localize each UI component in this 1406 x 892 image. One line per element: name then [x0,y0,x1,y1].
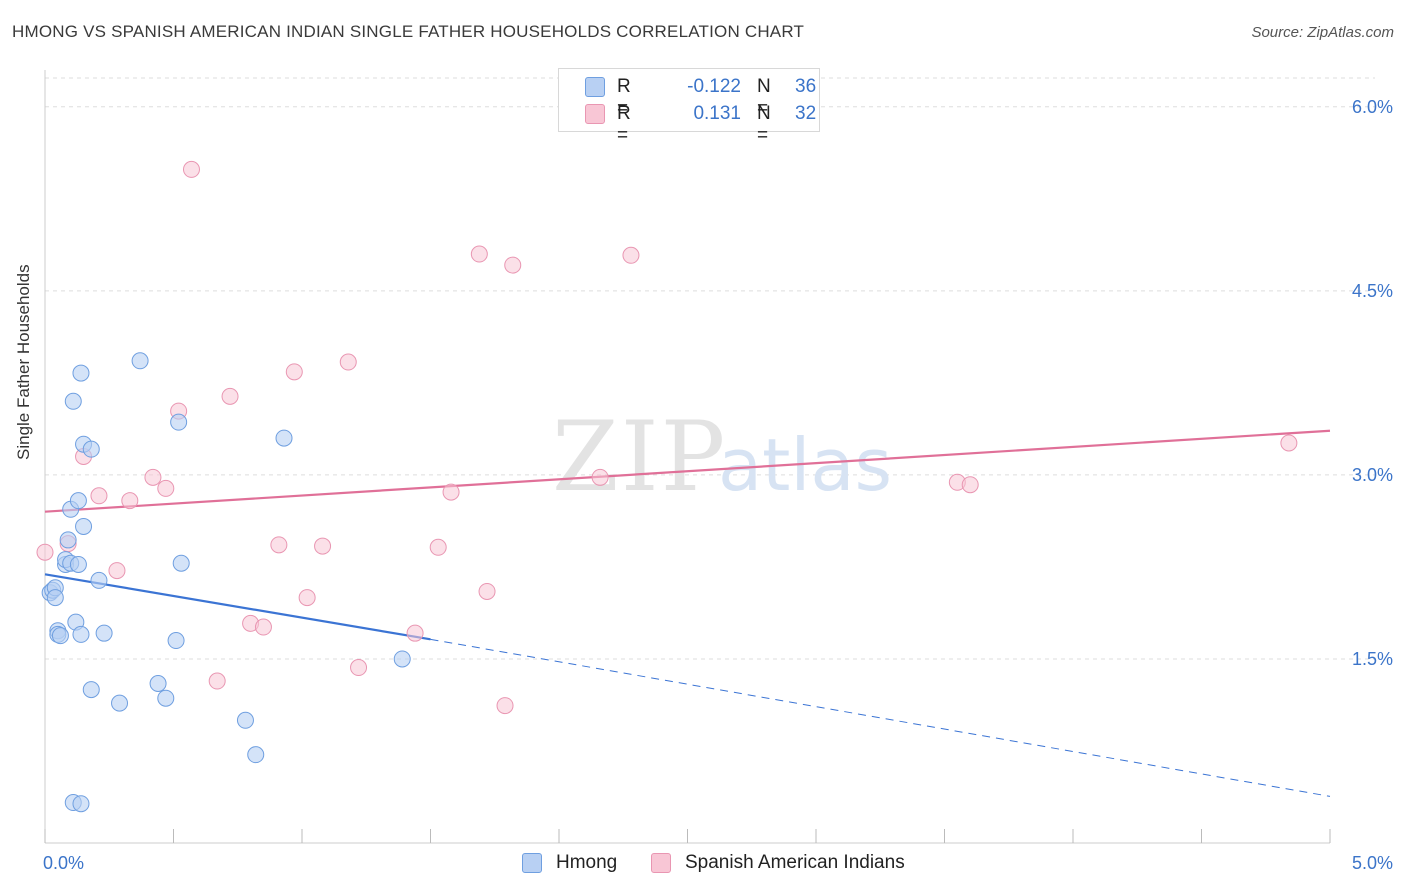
sai-point [108,562,126,580]
y-tick-label: 4.5% [1352,281,1393,301]
sai-point [314,537,332,555]
sai-point [442,483,460,501]
y-axis-label: Single Father Households [14,264,33,460]
sai-point [478,582,496,600]
hmong-point [72,625,90,643]
hmong-point [149,674,167,692]
hmong-point [69,492,87,510]
axes [44,70,1331,844]
sai-point [591,468,609,486]
legend-r-value: -0.122 [687,76,741,97]
hmong-point [75,517,93,535]
y-tick-label: 3.0% [1352,465,1393,485]
sai-swatch [585,104,605,124]
hmong-point [95,624,113,642]
legend-n-value: 32 [795,103,817,124]
sai-point [339,353,357,371]
sai-trend-line [44,429,1331,513]
hmong-point [111,694,129,712]
hmong-point [51,627,69,645]
hmong-point [170,413,188,431]
sai-point [496,697,514,715]
legend-n-label: N = [757,76,771,119]
watermark-atlas: atlas [718,423,892,507]
correlation-legend: R = -0.122 N = 36 R = 0.131 N = 32 [558,68,820,146]
hmong-point [157,689,175,707]
legend-n-value: 36 [795,76,817,97]
sai-point [622,246,640,264]
sai-point [470,245,488,263]
sai-point [36,543,54,561]
hmong-point [167,632,185,650]
hmong-point [247,746,265,764]
legend-n-label: N = [757,103,771,146]
sai-point [208,672,226,690]
sai-legend-swatch [651,853,671,873]
sai-point [254,618,272,636]
chart-title: HMONG VS SPANISH AMERICAN INDIAN SINGLE … [12,22,805,41]
y-tick-label: 6.0% [1352,97,1393,117]
hmong-point [59,531,77,549]
sai-point [504,256,522,274]
sai-point [406,624,424,642]
hmong-point [172,554,190,572]
hmong-point [64,392,82,410]
hmong-point [72,795,90,813]
legend-r-label: R = [617,76,631,119]
gridlines [45,77,1375,660]
sai-point [221,387,239,405]
trend-lines [44,429,1331,797]
sai-point [350,659,368,677]
sai-point [90,487,108,505]
sai-point [429,538,447,556]
hmong-point [90,571,108,589]
hmong-trend-extension [430,638,1331,797]
sai-point [157,479,175,497]
sai-point [285,363,303,381]
x-tick-label: 0.0% [43,853,84,873]
sai-point [121,492,139,510]
sai-point [144,468,162,486]
watermark-zip: ZIP [552,401,727,513]
legend-r-label: R = [617,103,631,146]
hmong-point [82,681,100,699]
sai-point [270,536,288,554]
hmong-legend-label: Hmong [556,852,618,873]
hmong-point [275,429,293,447]
hmong-point [46,589,64,607]
hmong-point [236,711,254,729]
sai-legend-label: Spanish American Indians [685,852,905,873]
hmong-point [393,650,411,668]
x-tick-label: 5.0% [1352,853,1393,873]
sai-point [298,589,316,607]
legend-r-value: 0.131 [693,103,741,124]
y-tick-label: 1.5% [1352,649,1393,669]
sai-point [961,476,979,494]
hmong-point [69,555,87,573]
sai-point [1280,434,1298,452]
sai-point [182,160,200,178]
hmong-legend-swatch [522,853,542,873]
data-points [36,160,1298,813]
tick-labels: 1.5% 3.0% 4.5% 6.0% 0.0% 5.0% [43,97,1393,873]
watermark: ZIP atlas [552,401,892,513]
hmong-point [72,364,90,382]
hmong-point [82,440,100,458]
hmong-point [131,352,149,370]
source-label[interactable]: Source: ZipAtlas.com [1251,24,1394,41]
hmong-trend-line [44,573,431,641]
hmong-swatch [585,77,605,97]
